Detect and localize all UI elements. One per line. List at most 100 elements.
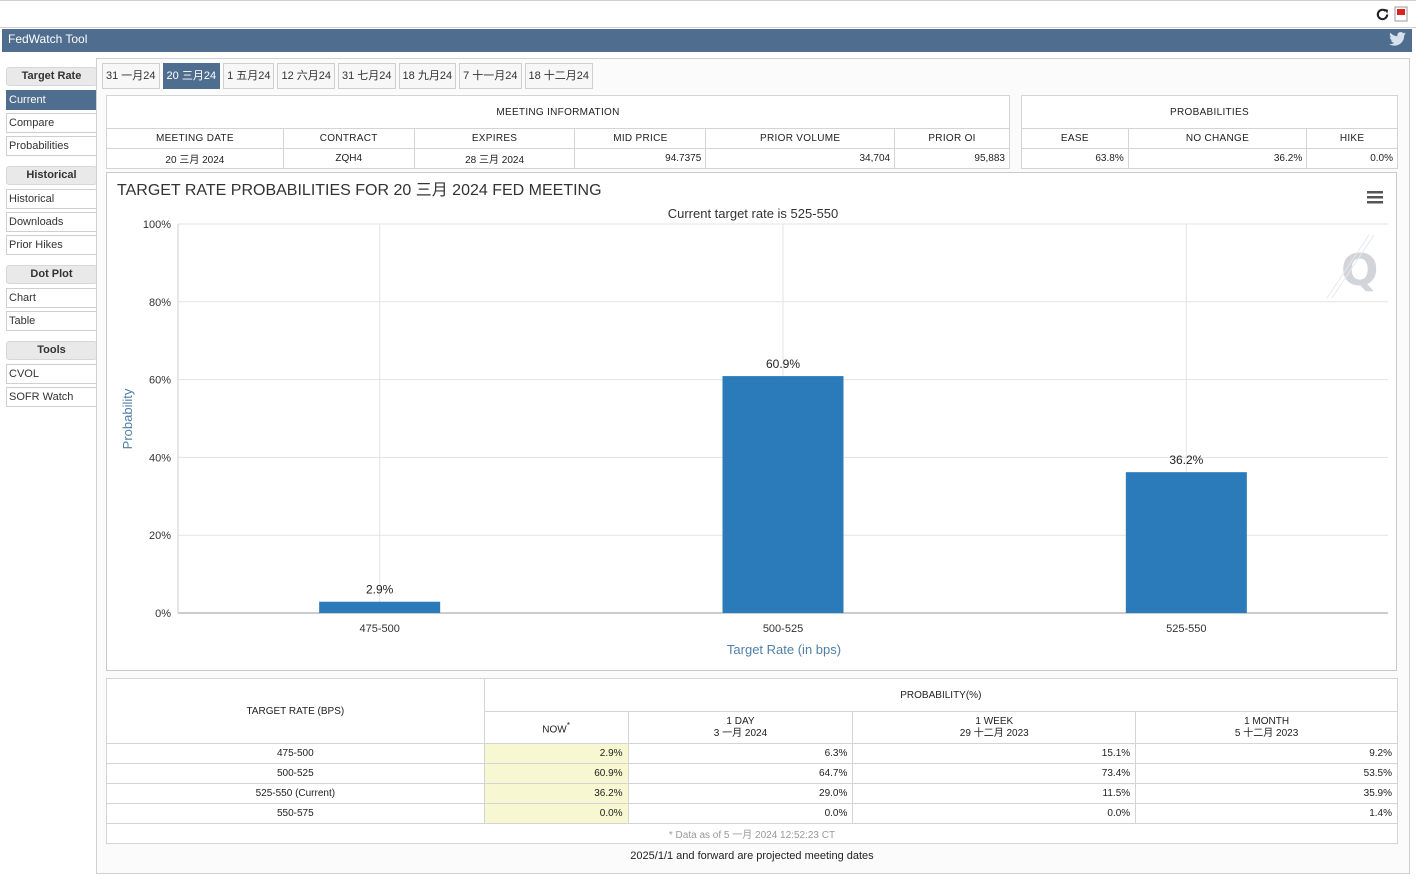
meeting-tab[interactable]: 31 七月24 [338, 63, 396, 89]
hamburger-menu-icon[interactable] [1367, 191, 1383, 204]
meeting-tab[interactable]: 1 五月24 [223, 63, 275, 89]
bar-value-label: 60.9% [766, 357, 800, 371]
app-title: FedWatch Tool [8, 32, 88, 46]
col-now-mark: * [566, 719, 570, 730]
projected-dates-note: 2025/1/1 and forward are projected meeti… [630, 850, 874, 862]
probability-cell: 1.4% [1135, 803, 1398, 824]
sidebar-item-probabilities[interactable]: Probabilities [6, 136, 97, 156]
chart-y-axis-label: Probability [120, 388, 135, 449]
chart-svg: TARGET RATE PROBABILITIES FOR 20 三月 2024… [117, 182, 1388, 657]
app-header: FedWatch Tool [2, 29, 1412, 52]
probability-cell: 64.7% [627, 763, 854, 784]
probability-cell: 0.0% [627, 803, 854, 824]
col-1-day: 1 DAY 3 一月 2024 [627, 711, 854, 744]
sidebar-item-current[interactable]: Current [6, 90, 97, 110]
meeting-tab[interactable]: 12 六月24 [277, 63, 336, 89]
ease-value: 63.8% [1021, 148, 1129, 169]
hike-value: 0.0% [1306, 148, 1398, 169]
mid-price-value: 94.7375 [574, 148, 707, 169]
now-probability-cell: 2.9% [483, 743, 629, 764]
meeting-tab[interactable]: 7 十一月24 [459, 63, 522, 89]
col-expires: EXPIRES [413, 128, 576, 149]
meeting-info-heading: MEETING INFORMATION [106, 95, 1010, 129]
bar-525-550[interactable] [1125, 472, 1247, 613]
col-1-day-label: 1 DAY [726, 715, 755, 727]
sidebar-item-chart[interactable]: Chart [6, 288, 97, 308]
meeting-tab[interactable]: 18 十二月24 [524, 63, 594, 89]
now-probability-cell: 0.0% [483, 803, 629, 824]
col-contract: CONTRACT [282, 128, 415, 149]
probability-cell: 6.3% [627, 743, 854, 764]
twitter-bird-icon[interactable] [1389, 32, 1406, 49]
meeting-tab[interactable]: 18 九月24 [398, 63, 457, 89]
table-row: 525-550 (Current) 36.2% 29.0% 11.5% 35.9% [106, 783, 1398, 804]
meeting-info-table: MEETING INFORMATION MEETING DATE CONTRAC… [106, 95, 1010, 169]
col-target-rate: TARGET RATE (BPS) [106, 678, 485, 744]
meeting-tab[interactable]: 20 三月24 [162, 63, 221, 89]
table-row: 475-500 2.9% 6.3% 15.1% 9.2% [106, 743, 1398, 764]
target-rate-cell: 475-500 [106, 743, 485, 764]
probability-cell: 53.5% [1135, 763, 1398, 784]
sidebar-item-table[interactable]: Table [6, 311, 97, 331]
refresh-icon[interactable] [1374, 6, 1390, 22]
x-tick-label: 500-525 [763, 623, 803, 635]
col-1-week: 1 WEEK 29 十二月 2023 [852, 711, 1137, 744]
pdf-icon[interactable] [1393, 6, 1409, 22]
sidebar-item-downloads[interactable]: Downloads [6, 212, 97, 232]
q-logo-icon: Q [1326, 234, 1378, 299]
bar-value-label: 36.2% [1169, 453, 1203, 467]
col-mid-price: MID PRICE [574, 128, 707, 149]
now-probability-cell: 60.9% [483, 763, 629, 784]
probabilities-table: PROBABILITIES EASE NO CHANGE HIKE 63.8% … [1021, 95, 1398, 169]
sidebar-item-historical[interactable]: Historical [6, 189, 97, 209]
expires-value: 28 三月 2024 [413, 148, 576, 169]
sidebar-item-sofr-watch[interactable]: SOFR Watch [6, 387, 97, 407]
table-row: 550-575 0.0% 0.0% 0.0% 1.4% [106, 803, 1398, 824]
bar-500-525[interactable] [722, 376, 844, 613]
target-rate-cell: 525-550 (Current) [106, 783, 485, 804]
x-tick-label: 525-550 [1166, 623, 1206, 635]
now-probability-cell: 36.2% [483, 783, 629, 804]
sidebar-group-target-rate: Target Rate [6, 67, 97, 86]
x-tick-label: 475-500 [359, 623, 399, 635]
top-toolbar [0, 0, 1416, 28]
sidebar-item-prior-hikes[interactable]: Prior Hikes [6, 235, 97, 255]
bar-475-500[interactable] [319, 601, 441, 613]
col-now-label: NOW [542, 724, 567, 736]
y-tick-label: 100% [143, 219, 171, 231]
chart-grid: 0% 20% 40% 60% 80% 100% [143, 219, 1388, 620]
probability-cell: 9.2% [1135, 743, 1398, 764]
y-tick-label: 80% [149, 297, 171, 309]
col-1-month: 1 MONTH 5 十二月 2023 [1135, 711, 1398, 744]
y-tick-label: 20% [149, 530, 171, 542]
col-no-change: NO CHANGE [1127, 128, 1308, 149]
col-1-week-label: 1 WEEK [975, 715, 1014, 727]
sidebar-group-historical: Historical [6, 166, 97, 185]
col-prior-oi: PRIOR OI [894, 128, 1010, 149]
col-meeting-date: MEETING DATE [106, 128, 284, 149]
history-table: TARGET RATE (BPS) PROBABILITY(%) NOW* 1 … [106, 678, 1399, 844]
probability-cell: 11.5% [852, 783, 1137, 804]
meeting-tab[interactable]: 31 一月24 [102, 63, 160, 89]
svg-text:Q: Q [1341, 245, 1378, 296]
table-row: 500-525 60.9% 64.7% 73.4% 53.5% [106, 763, 1398, 784]
y-tick-label: 40% [149, 452, 171, 464]
col-ease: EASE [1021, 128, 1129, 149]
sidebar-item-cvol[interactable]: CVOL [6, 364, 97, 384]
col-1-day-date: 3 一月 2024 [713, 727, 768, 739]
probability-chart: TARGET RATE PROBABILITIES FOR 20 三月 2024… [106, 172, 1397, 671]
no-change-value: 36.2% [1127, 148, 1308, 169]
probabilities-heading: PROBABILITIES [1021, 95, 1398, 129]
data-timestamp-note: * Data as of 5 一月 2024 12:52:23 CT [106, 823, 1398, 844]
probability-cell: 35.9% [1135, 783, 1398, 804]
contract-value: ZQH4 [282, 148, 415, 169]
y-tick-label: 60% [149, 375, 171, 387]
probability-cell: 0.0% [852, 803, 1137, 824]
meeting-date-value: 20 三月 2024 [106, 148, 284, 169]
bar-value-label: 2.9% [366, 583, 394, 597]
sidebar-group-tools: Tools [6, 341, 97, 360]
probability-cell: 29.0% [627, 783, 854, 804]
col-1-month-label: 1 MONTH [1244, 715, 1290, 727]
sidebar-item-compare[interactable]: Compare [6, 113, 97, 133]
chart-subtitle: Current target rate is 525-550 [668, 206, 839, 221]
